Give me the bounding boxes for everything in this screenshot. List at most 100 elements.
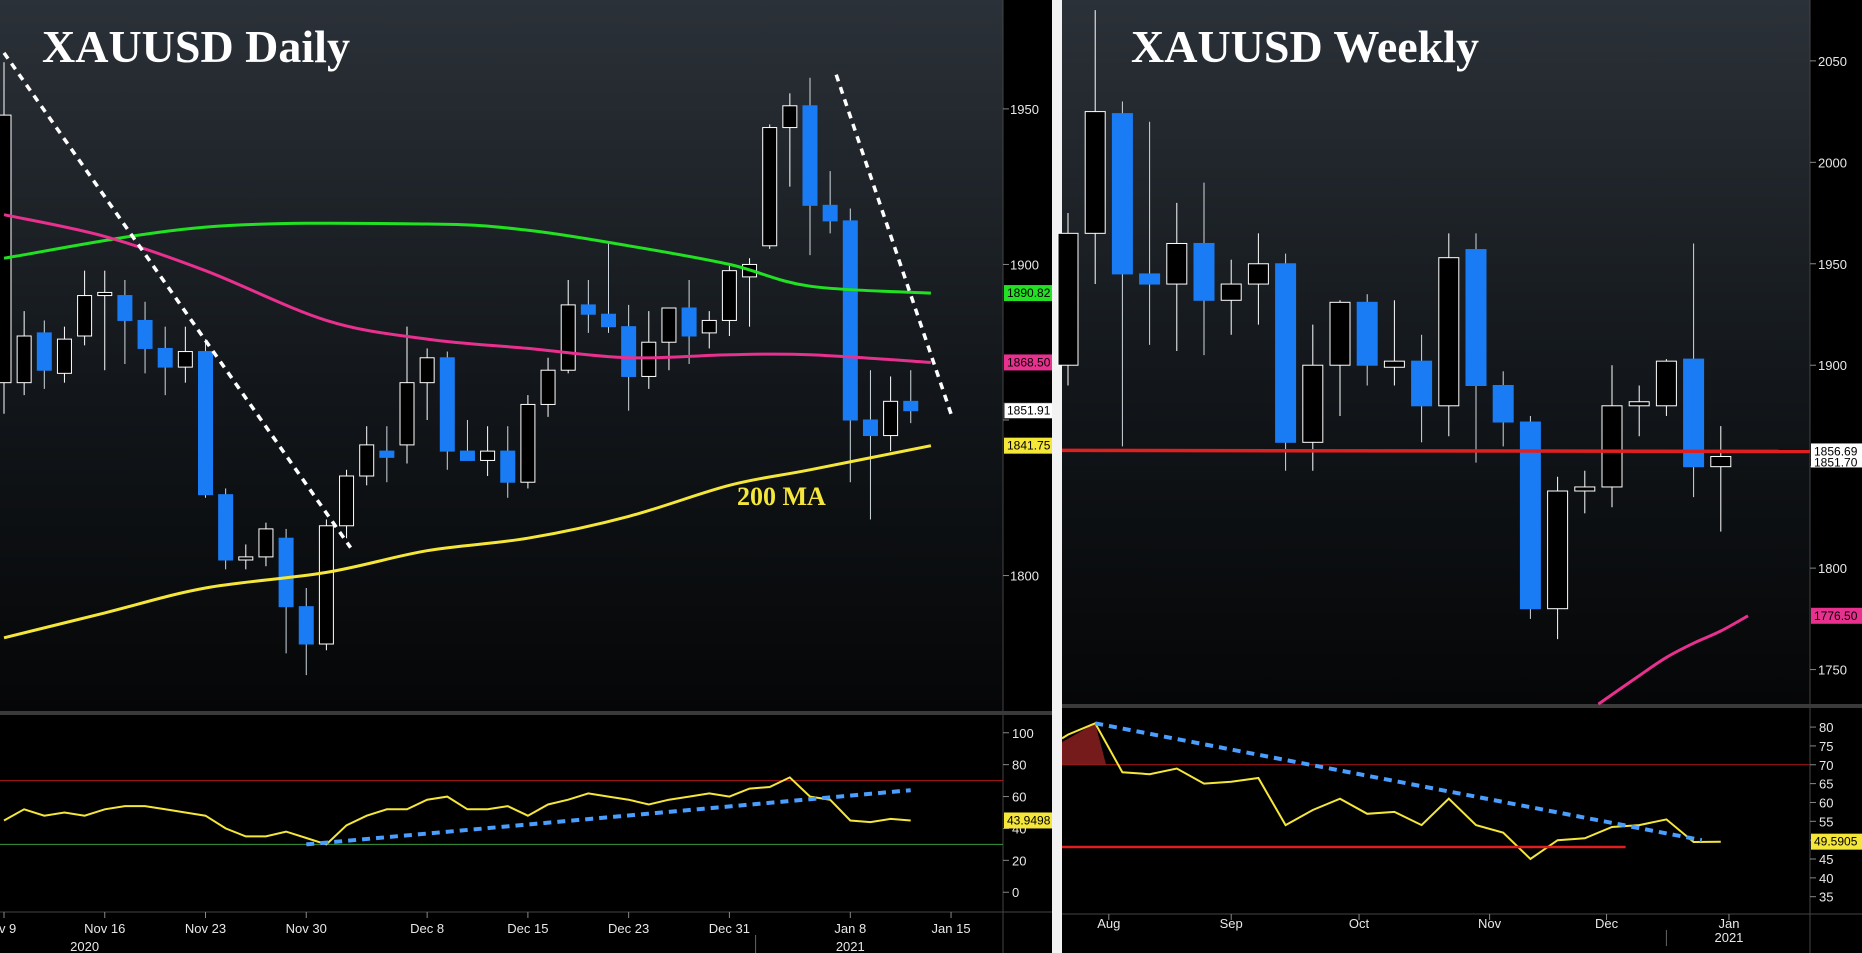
weekly-year-label: 2021 [1714, 930, 1743, 945]
daily-candle [359, 444, 375, 477]
daily-rsi-value-bg [1004, 812, 1054, 829]
weekly-candle [1383, 360, 1405, 368]
weekly-chart-title: XAUUSD Weekly [1131, 21, 1479, 72]
daily-candle [621, 326, 637, 377]
daily-price-badges: 1890.82 1868.50 1851.91 1841.75 [1003, 285, 1055, 454]
weekly-rsi-value: 49.5905 [1814, 835, 1858, 849]
weekly-candle [1655, 360, 1677, 407]
daily-y-tick-label: 1950 [1010, 102, 1039, 117]
weekly-y-tick-label: 2000 [1818, 155, 1847, 170]
weekly-candle [1084, 111, 1106, 234]
weekly-candle [1438, 257, 1460, 407]
weekly-rsi-y-axis: 3540455055606570758049.5905 [1810, 720, 1862, 905]
weekly-x-tick-label: Oct [1349, 916, 1370, 931]
daily-candle [520, 403, 536, 483]
weekly-candle [1601, 405, 1623, 488]
daily-pink-ma-value-bg [1004, 354, 1054, 371]
daily-candle [701, 319, 717, 334]
daily-candle [439, 357, 455, 452]
daily-candle [560, 304, 576, 371]
daily-x-tick-label: Nov 30 [286, 921, 327, 936]
daily-candle [218, 494, 234, 561]
daily-candle [681, 307, 697, 337]
daily-y-tick-label: 1900 [1010, 257, 1039, 272]
daily-candle [177, 351, 193, 368]
weekly-candle [1356, 301, 1378, 366]
daily-candle [661, 307, 677, 343]
daily-x-tick-label: Dec 23 [608, 921, 649, 936]
weekly-y-tick-label: 2050 [1818, 54, 1847, 69]
daily-candle [580, 304, 596, 315]
weekly-rsi-tick-label: 55 [1819, 814, 1833, 829]
weekly-candle [1465, 249, 1487, 387]
daily-year-label: 2021 [836, 939, 865, 953]
weekly-rsi-line [1061, 722, 1721, 861]
daily-candle [782, 105, 798, 129]
daily-y-tick-label: 1800 [1010, 569, 1039, 584]
daily-200-ma-line [3, 444, 932, 640]
weekly-candle [1166, 242, 1188, 285]
weekly-x-tick-label: Dec [1595, 916, 1619, 931]
daily-candle [762, 127, 778, 247]
weekly-rsi-tick-label: 35 [1819, 890, 1833, 905]
daily-candle [842, 220, 858, 421]
daily-rsi-line [3, 776, 911, 846]
daily-rsi-tick-label: 80 [1012, 758, 1026, 773]
weekly-candle [1329, 301, 1351, 366]
daily-candle [903, 400, 919, 412]
weekly-last-price-bg [1811, 443, 1862, 460]
weekly-rsi-tick-label: 65 [1819, 777, 1833, 792]
daily-candles [0, 62, 919, 676]
daily-rsi-tick-label: 20 [1012, 853, 1026, 868]
daily-rsi-tick-label: 100 [1012, 726, 1034, 741]
daily-rsi-tick-label: 0 [1012, 885, 1019, 900]
daily-last-price: 1851.91 [1007, 404, 1051, 418]
ma200-annotation: 200 MA [737, 482, 826, 511]
daily-candle [258, 528, 274, 558]
daily-candle [399, 382, 415, 446]
weekly-candle [1057, 232, 1079, 366]
daily-x-tick-label: Jan 15 [932, 921, 971, 936]
weekly-x-tick-label: Nov [1478, 916, 1502, 931]
daily-lines [2, 51, 953, 640]
weekly-rsi-tick-label: 80 [1819, 720, 1833, 735]
daily-x-tick-label: Dec 8 [410, 921, 444, 936]
weekly-candle [1302, 364, 1324, 443]
daily-candle [419, 357, 435, 384]
daily-candle [137, 319, 153, 349]
weekly-candle [1683, 358, 1705, 468]
weekly-candle [1519, 421, 1541, 610]
weekly-price-background [1062, 0, 1810, 706]
daily-candle [238, 556, 254, 561]
weekly-candle [1411, 360, 1433, 407]
weekly-candle [1139, 273, 1161, 285]
weekly-lines [1061, 448, 1811, 706]
daily-candle [117, 295, 133, 321]
weekly-rsi [1061, 721, 1810, 861]
weekly-y-tick-label: 1750 [1818, 663, 1847, 678]
weekly-candle [1547, 490, 1569, 610]
daily-candle [822, 204, 838, 222]
daily-x-tick-label: Jan 8 [834, 921, 866, 936]
daily-candle [157, 347, 173, 368]
daily-rsi-tick-label: 60 [1012, 790, 1026, 805]
weekly-candle [1628, 401, 1650, 407]
weekly-y-tick-label: 1900 [1818, 358, 1847, 373]
daily-candle [500, 450, 516, 483]
daily-trendline [2, 51, 353, 549]
weekly-pink-ma-line [1597, 614, 1749, 706]
daily-green-ma-value: 1890.82 [1007, 286, 1051, 300]
daily-200-ma-value-bg [1004, 437, 1054, 454]
daily-x-tick-label: ov 9 [0, 921, 16, 936]
daily-pink-ma-line [3, 213, 931, 364]
weekly-pane-divider [1062, 704, 1862, 708]
weekly-rsi-trendline [1094, 721, 1703, 843]
weekly-rsi-tick-label: 40 [1819, 871, 1833, 886]
daily-candle [883, 400, 899, 437]
daily-green-ma-value-bg [1004, 285, 1054, 302]
